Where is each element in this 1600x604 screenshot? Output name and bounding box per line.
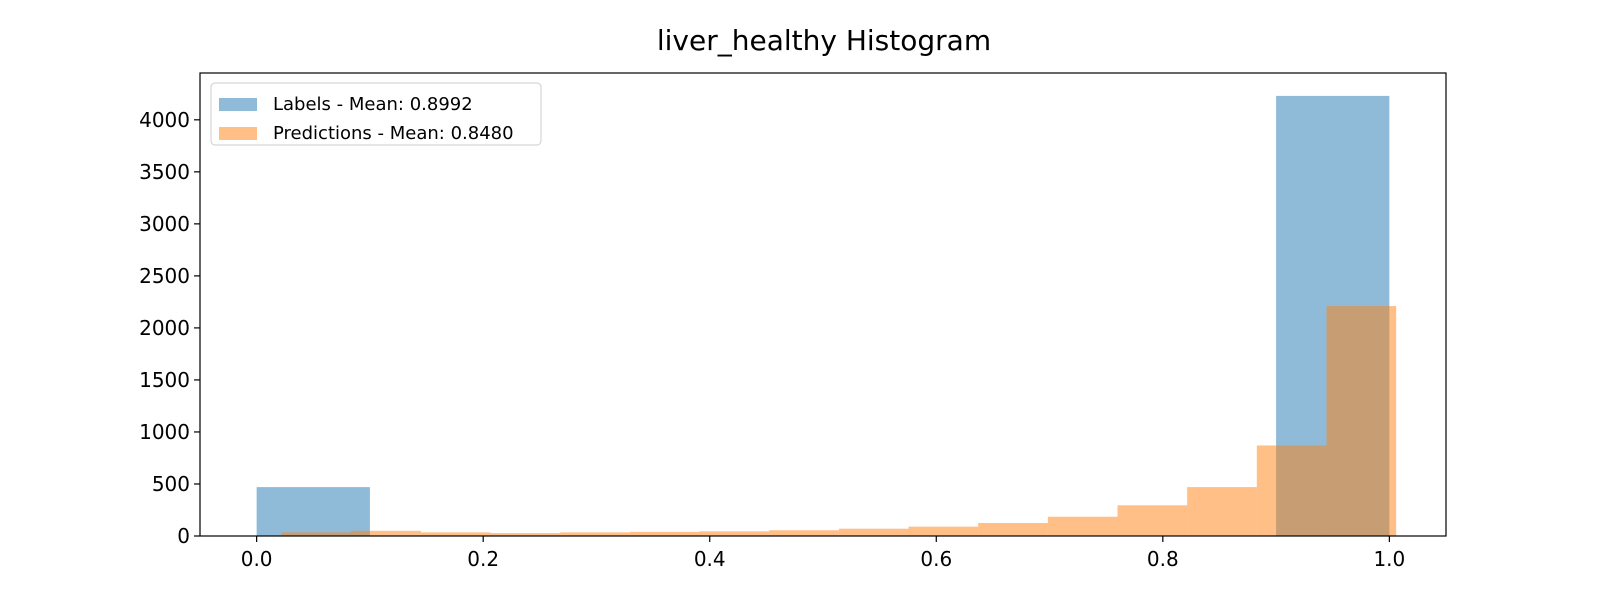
histogram-bar-series-1-bin-0	[281, 532, 352, 536]
legend-swatch	[219, 127, 257, 140]
histogram-bar-series-1-bin-1	[351, 530, 421, 536]
x-tick-label: 0.2	[467, 547, 499, 571]
histogram-bar-series-1-bin-15	[1326, 306, 1397, 536]
legend-swatch	[219, 98, 257, 111]
y-tick-label: 2500	[139, 264, 190, 288]
y-tick-label: 0	[177, 524, 190, 548]
histogram-bar-series-1-bin-6	[699, 531, 770, 536]
histogram-bar-series-1-bin-9	[908, 526, 979, 536]
legend: Labels - Mean: 0.8992 Predictions - Mean:…	[210, 82, 542, 146]
x-tick-label: 0.8	[1147, 547, 1179, 571]
histogram-bar-series-1-bin-11	[1047, 516, 1118, 536]
y-tick-label: 3000	[139, 212, 190, 236]
x-tick-label: 0.4	[694, 547, 726, 571]
histogram-bar-series-1-bin-4	[560, 532, 630, 536]
y-tick-label: 1500	[139, 368, 190, 392]
histogram-bar-series-1-bin-13	[1187, 487, 1257, 536]
x-tick-label: 0.6	[920, 547, 952, 571]
histogram-bar-series-1-bin-3	[490, 533, 561, 536]
plot-frame	[199, 72, 1447, 537]
histogram-bar-series-0-bin-0	[256, 487, 370, 536]
y-tick-label: 4000	[139, 108, 190, 132]
legend-box	[210, 82, 542, 146]
histogram-bar-series-1-bin-8	[838, 528, 909, 536]
histogram-bar-series-1-bin-10	[978, 522, 1048, 536]
histogram-bar-series-1-bin-5	[629, 531, 700, 536]
y-tick-label: 3500	[139, 160, 190, 184]
histogram-bar-series-1-bin-2	[420, 532, 491, 536]
y-tick-label: 2000	[139, 316, 190, 340]
y-tick-label: 500	[152, 472, 190, 496]
axes: 0.0 0.2 0.4 0.6 0.8 1.0 0 500 1000 1500 2000 2500 30…	[139, 72, 1447, 571]
histogram-bar-series-1-bin-12	[1117, 505, 1188, 536]
legend-label: Labels - Mean: 0.8992	[273, 94, 473, 115]
histogram-bar-series-1-bin-7	[769, 530, 839, 536]
chart-title: liver_healthy Histogram	[657, 24, 991, 57]
x-tick-label: 0.0	[241, 547, 273, 571]
plot-area	[256, 95, 1397, 536]
y-tick-label: 1000	[139, 420, 190, 444]
legend-label: Predictions - Mean: 0.8480	[273, 123, 514, 144]
x-tick-label: 1.0	[1373, 547, 1405, 571]
histogram-bar-series-1-bin-14	[1256, 445, 1327, 536]
